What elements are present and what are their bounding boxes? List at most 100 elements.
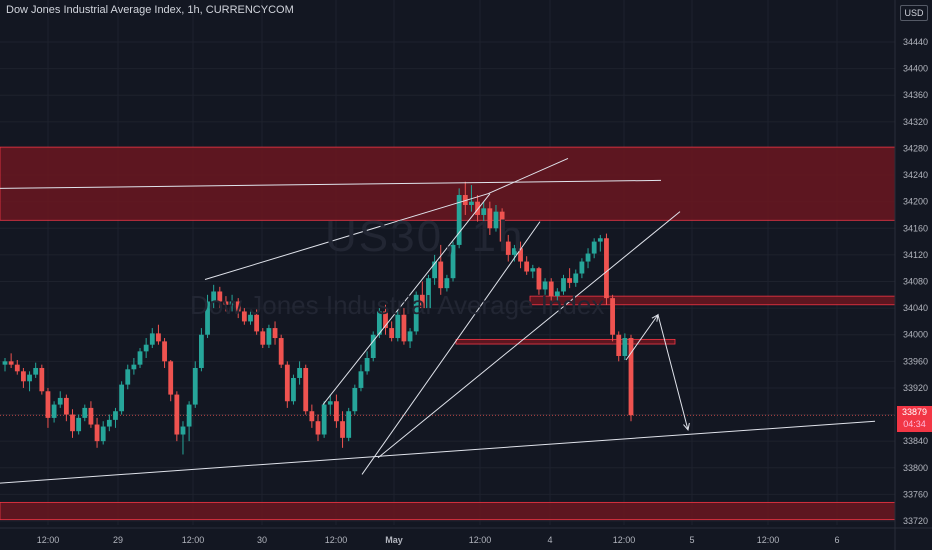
- trend-line: [377, 211, 681, 459]
- candle-body: [8, 361, 14, 365]
- candle-body: [180, 426, 186, 435]
- candle-body: [229, 301, 235, 305]
- candle-body: [505, 241, 511, 255]
- candle-body: [186, 404, 192, 427]
- candle-body: [241, 311, 247, 322]
- candle-body: [76, 417, 82, 432]
- candle-body: [94, 424, 100, 442]
- candle-body: [432, 261, 438, 279]
- candles: [2, 181, 634, 455]
- candle-body: [561, 278, 566, 292]
- candle-body: [383, 311, 388, 329]
- candle-body: [493, 211, 499, 229]
- candle-body: [33, 367, 39, 375]
- price-tick-label: 34240: [903, 170, 928, 180]
- candle-body: [278, 338, 284, 365]
- time-tick-label: 4: [547, 535, 552, 545]
- candle-body: [21, 371, 26, 382]
- arrow-head: [651, 313, 659, 322]
- candle-body: [542, 281, 548, 290]
- candle-body: [327, 401, 333, 405]
- candle-body: [131, 364, 137, 370]
- candle-body: [106, 419, 112, 427]
- zones: [0, 146, 896, 521]
- candle-body: [364, 358, 370, 372]
- candle-body: [548, 281, 554, 297]
- price-tick-label: 34160: [903, 223, 928, 233]
- candle-body: [475, 201, 480, 215]
- candle-body: [628, 338, 634, 416]
- price-tick-label: 34040: [903, 303, 928, 313]
- candle-body: [27, 374, 32, 382]
- time-tick-label: 12:00: [757, 535, 780, 545]
- candle-body: [395, 314, 401, 339]
- candle-body: [125, 369, 131, 385]
- candle-body: [14, 364, 20, 372]
- candle-body: [162, 341, 167, 362]
- supply-demand-zone: [455, 338, 676, 345]
- candle-body: [309, 411, 315, 422]
- candle-body: [610, 298, 615, 335]
- time-tick-label: 12:00: [182, 535, 205, 545]
- candle-body: [413, 294, 419, 332]
- candle-body: [315, 421, 321, 435]
- grid: [0, 0, 895, 525]
- currency-label[interactable]: USD: [900, 5, 928, 21]
- candle-body: [260, 331, 266, 345]
- trend-line: [361, 221, 541, 475]
- candle-body: [272, 328, 278, 339]
- candle-body: [205, 301, 210, 335]
- candle-body: [622, 338, 628, 357]
- candle-body: [143, 344, 149, 352]
- candle-body: [113, 411, 118, 420]
- watermark-name: Dow Jones Industrial Average Index: [190, 290, 605, 320]
- candle-body: [70, 414, 75, 432]
- countdown: 04:34: [903, 419, 926, 429]
- chart-title: Dow Jones Industrial Average Index, 1h, …: [6, 4, 294, 16]
- trend-line: [0, 420, 876, 484]
- trend-line: [487, 157, 569, 195]
- candle-body: [2, 361, 8, 365]
- candle-body: [352, 387, 358, 412]
- candle-body: [137, 351, 143, 365]
- candle-body: [481, 208, 487, 215]
- candle-body: [334, 401, 339, 422]
- candle-body: [597, 238, 603, 242]
- candle-body: [63, 397, 69, 415]
- watermark-symbol: US30, 1h: [325, 212, 525, 261]
- candle-body: [511, 248, 517, 255]
- candle-body: [616, 334, 622, 357]
- candle-body: [518, 248, 523, 262]
- last-price-tag: 33879 04:34: [897, 406, 932, 432]
- time-tick-label: 6: [834, 535, 839, 545]
- candle-body: [297, 367, 302, 378]
- last-price-value: 33879: [901, 407, 928, 417]
- projection-arrow: [625, 313, 689, 430]
- candle-body: [119, 384, 125, 412]
- candle-body: [567, 278, 573, 283]
- price-tick-label: 34080: [903, 277, 928, 287]
- candle-body: [358, 371, 364, 388]
- candle-body: [149, 333, 155, 345]
- time-tick-label: 29: [113, 535, 123, 545]
- price-tick-label: 34000: [903, 330, 928, 340]
- candle-body: [266, 328, 272, 345]
- candle-body: [100, 426, 106, 442]
- candle-body: [579, 261, 585, 274]
- price-tick-label: 33960: [903, 356, 928, 366]
- candle-body: [585, 253, 591, 262]
- candle-body: [321, 404, 327, 435]
- time-tick-label: 30: [257, 535, 267, 545]
- time-tick-label: 5: [689, 535, 694, 545]
- candle-body: [444, 278, 450, 289]
- time-scale: 12:00 29 12:00 30 12:00 May 12:00 4 12:00 5 12:00 6: [0, 527, 932, 545]
- price-scale: 3372033760338003384033880339203396034000…: [894, 0, 928, 550]
- drawings: [0, 157, 876, 484]
- candle-body: [248, 314, 253, 322]
- price-tick-label: 34440: [903, 37, 928, 47]
- candle-body: [499, 211, 505, 242]
- candle-body: [370, 334, 376, 359]
- candle-body: [450, 244, 456, 279]
- price-tick-label: 33720: [903, 516, 928, 526]
